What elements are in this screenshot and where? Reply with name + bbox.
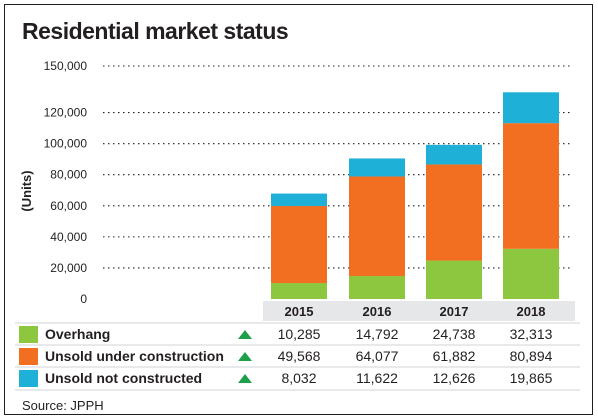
- legend-label: Unsold under construction: [45, 348, 224, 364]
- data-cell: 14,792: [356, 326, 399, 342]
- data-cell: 10,285: [278, 326, 321, 342]
- y-tick-label: 120,000: [44, 106, 88, 120]
- y-tick-label: 150,000: [44, 59, 88, 73]
- data-cell: 19,865: [510, 370, 553, 386]
- data-cell: 12,626: [433, 370, 476, 386]
- bar-overhang-2015: [271, 283, 327, 299]
- bar-unsold-under-construction-2016: [349, 176, 405, 277]
- bar-unsold-not-constructed-2017: [426, 144, 482, 165]
- bar-unsold-not-constructed-2015: [271, 193, 327, 207]
- trend-up-icon: [238, 352, 252, 361]
- data-cell: 80,894: [510, 348, 553, 364]
- y-tick-label: 60,000: [50, 199, 87, 213]
- bar-overhang-2018: [503, 248, 559, 299]
- trend-up-icon: [238, 374, 252, 383]
- data-cell: 32,313: [510, 326, 553, 342]
- y-tick-label: 0: [80, 292, 87, 306]
- y-tick-label: 100,000: [44, 137, 88, 151]
- legend-swatch: [19, 348, 38, 365]
- legend-swatch: [19, 326, 38, 343]
- bar-overhang-2016: [349, 276, 405, 299]
- data-cell: 64,077: [356, 348, 399, 364]
- data-cell: 61,882: [433, 348, 476, 364]
- bar-unsold-under-construction-2018: [503, 123, 559, 249]
- legend-swatch: [19, 370, 38, 387]
- y-tick-label: 80,000: [50, 168, 87, 182]
- chart-svg: (Units) 0 20,000 40,000 60,000 80,000 100,000 1…: [15, 59, 580, 391]
- legend-label: Overhang: [45, 326, 110, 342]
- source-note: Source: JPPH: [22, 398, 104, 413]
- data-cell: 8,032: [281, 370, 316, 386]
- y-tick-label: 20,000: [50, 261, 87, 275]
- legend-label: Unsold not constructed: [45, 370, 202, 386]
- bar-unsold-not-constructed-2018: [503, 92, 559, 124]
- bar-unsold-not-constructed-2016: [349, 158, 405, 177]
- category-label: 2018: [517, 304, 546, 319]
- category-band: [263, 301, 575, 321]
- category-label: 2015: [285, 304, 314, 319]
- chart-frame: Residential market status (Units) 0 20,000…: [4, 4, 593, 415]
- trend-up-icon: [238, 330, 252, 339]
- chart-title: Residential market status: [22, 18, 289, 44]
- bar-unsold-under-construction-2017: [426, 164, 482, 261]
- data-cell: 11,622: [356, 370, 398, 386]
- category-label: 2017: [440, 304, 469, 319]
- bar-overhang-2017: [426, 260, 482, 299]
- bar-unsold-under-construction-2015: [271, 206, 327, 284]
- y-axis-label: (Units): [19, 170, 34, 211]
- y-tick-label: 40,000: [50, 230, 87, 244]
- data-cell: 24,738: [433, 326, 476, 342]
- category-label: 2016: [363, 304, 392, 319]
- data-cell: 49,568: [278, 348, 321, 364]
